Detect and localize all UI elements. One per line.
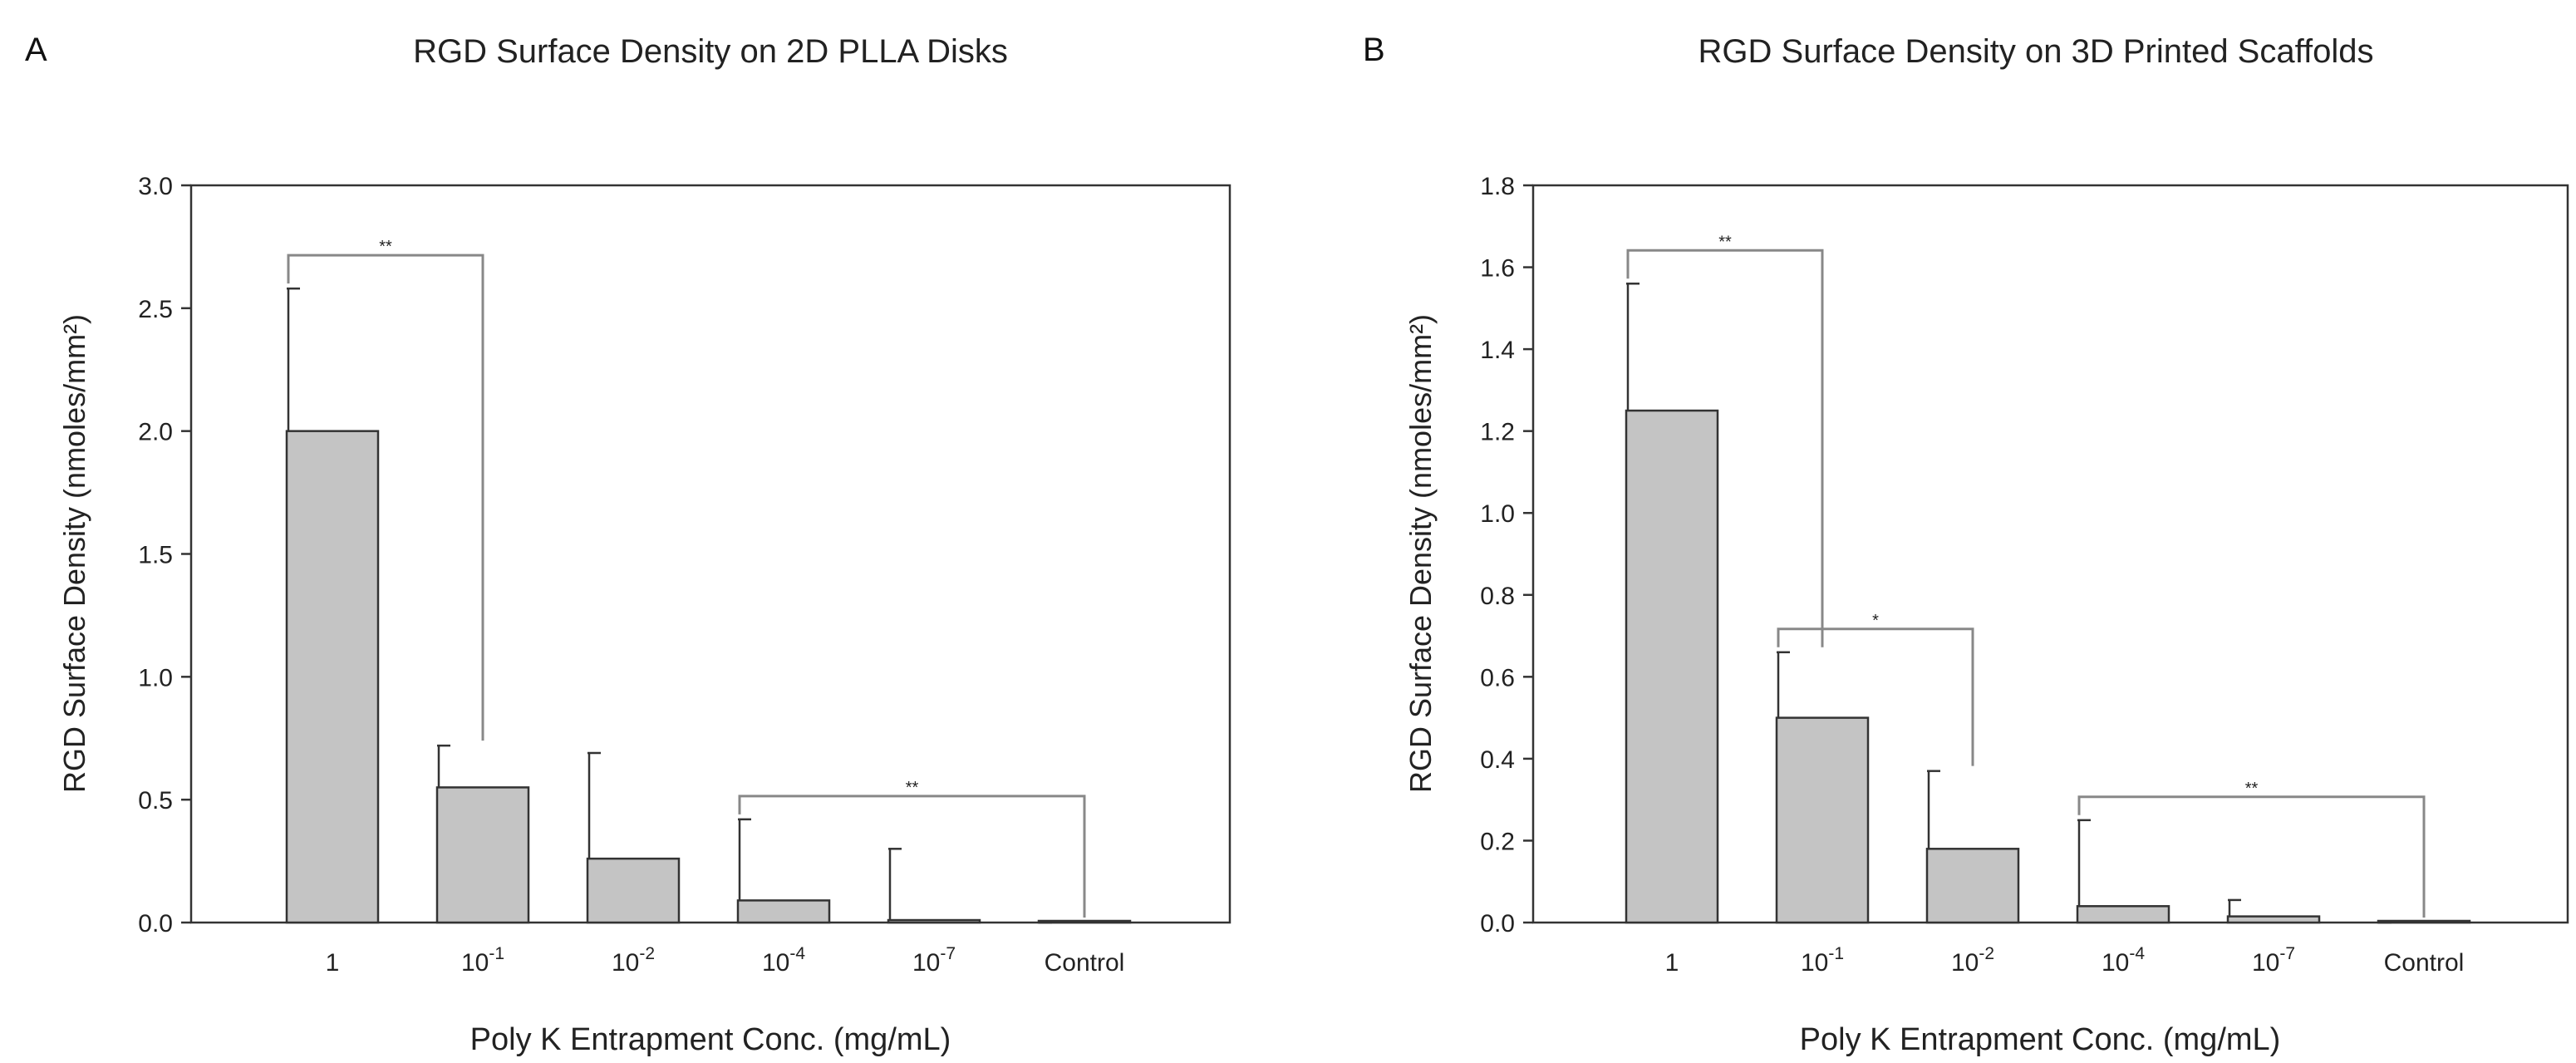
y-tick-label-b: 0.8 <box>1480 583 1515 610</box>
bar-b-0 <box>1625 409 1719 924</box>
y-tick-label-a: 0.5 <box>138 787 173 814</box>
significance-bracket-b-1: * <box>1777 612 1974 766</box>
y-tick-label-b: 1.6 <box>1480 255 1515 283</box>
x-axis-title-a: Poly K Entrapment Conc. (mg/mL) <box>469 1022 951 1057</box>
bracket-line <box>2077 795 2426 918</box>
x-tick-label-a-0: 1 <box>326 949 340 977</box>
bar-chart-b: 0.0 0.2 0.4 0.6 0.8 1.0 1.2 1.4 1.6 1.8 1 10-1 10-2 1… <box>1480 173 2569 977</box>
panel-a: A RGD Surface Density on 2D PLLA Disks R… <box>25 32 1231 1057</box>
panel-letter-a: A <box>25 32 47 68</box>
x-tick-label-a-5: Control <box>1045 949 1125 977</box>
chart-title-b: RGD Surface Density on 3D Printed Scaffo… <box>1698 33 2374 70</box>
bar-a-2 <box>586 857 681 924</box>
x-tick-label-b-5: Control <box>2384 949 2465 977</box>
y-tick-label-b: 0.0 <box>1480 910 1515 938</box>
bracket-line <box>1777 627 1974 766</box>
significance-label: * <box>1872 612 1879 630</box>
significance-label: ** <box>379 238 392 256</box>
bar-b-2 <box>1925 848 2020 924</box>
x-tick-label-a-2: 10-2 <box>612 944 655 977</box>
y-tick-label-b: 0.2 <box>1480 828 1515 855</box>
y-tick-label-a: 0.0 <box>138 910 173 938</box>
significance-bracket-b-2: ** <box>2077 780 2426 918</box>
bar-chart-a: 0.0 0.5 1.0 1.5 2.0 2.5 3.0 1 10-1 10-2 10-4 10-7 Co… <box>138 173 1231 977</box>
x-tick-label-b-3: 10-4 <box>2102 944 2145 977</box>
y-tick-label-b: 1.8 <box>1480 173 1515 200</box>
significance-bracket-b-0: ** <box>1626 233 1824 647</box>
y-tick-label-a: 2.0 <box>138 419 173 446</box>
panel-b: B RGD Surface Density on 3D Printed Scaf… <box>1288 0 2576 1063</box>
y-tick-label-a: 1.0 <box>138 664 173 691</box>
x-tick-label-b-1: 10-1 <box>1801 944 1844 977</box>
bar-a-0 <box>285 430 380 924</box>
x-axis-title-b: Poly K Entrapment Conc. (mg/mL) <box>1799 1022 2281 1057</box>
x-tick-label-b-0: 1 <box>1665 949 1679 977</box>
y-tick-label-b: 0.6 <box>1480 664 1515 691</box>
bar-b-3 <box>2076 905 2170 924</box>
y-tick-label-b: 1.0 <box>1480 500 1515 528</box>
y-tick-label-a: 3.0 <box>138 173 173 200</box>
y-tick-label-b: 1.4 <box>1480 337 1515 364</box>
significance-label: ** <box>2245 780 2259 798</box>
plot-frame-b <box>1531 184 2569 924</box>
bar-a-4 <box>887 918 981 924</box>
x-tick-label-b-4: 10-7 <box>2252 944 2295 977</box>
y-tick-label-a: 1.5 <box>138 542 173 569</box>
y-tick-label-b: 0.4 <box>1480 746 1515 774</box>
significance-label: ** <box>906 779 919 797</box>
y-tick-label-a: 2.5 <box>138 296 173 323</box>
bar-a-1 <box>435 786 530 924</box>
bar-a-5 <box>1037 919 1132 924</box>
significance-bracket-a-1: ** <box>738 779 1086 918</box>
y-tick-label-b: 1.2 <box>1480 419 1515 446</box>
chart-title-a: RGD Surface Density on 2D PLLA Disks <box>413 33 1008 70</box>
bracket-line <box>1626 249 1824 647</box>
significance-bracket-a-0: ** <box>287 238 484 741</box>
bar-b-4 <box>2226 915 2321 924</box>
x-tick-label-a-4: 10-7 <box>912 944 956 977</box>
x-tick-label-b-2: 10-2 <box>1951 944 1994 977</box>
bar-b-1 <box>1775 716 1870 924</box>
bar-a-3 <box>736 899 831 924</box>
panel-letter-b: B <box>1363 32 1385 68</box>
x-tick-label-a-3: 10-4 <box>762 944 805 977</box>
bracket-line <box>738 795 1086 918</box>
x-tick-label-a-1: 10-1 <box>461 944 504 977</box>
bracket-line <box>287 253 484 741</box>
significance-label: ** <box>1718 233 1732 251</box>
bar-b-5 <box>2377 919 2471 924</box>
